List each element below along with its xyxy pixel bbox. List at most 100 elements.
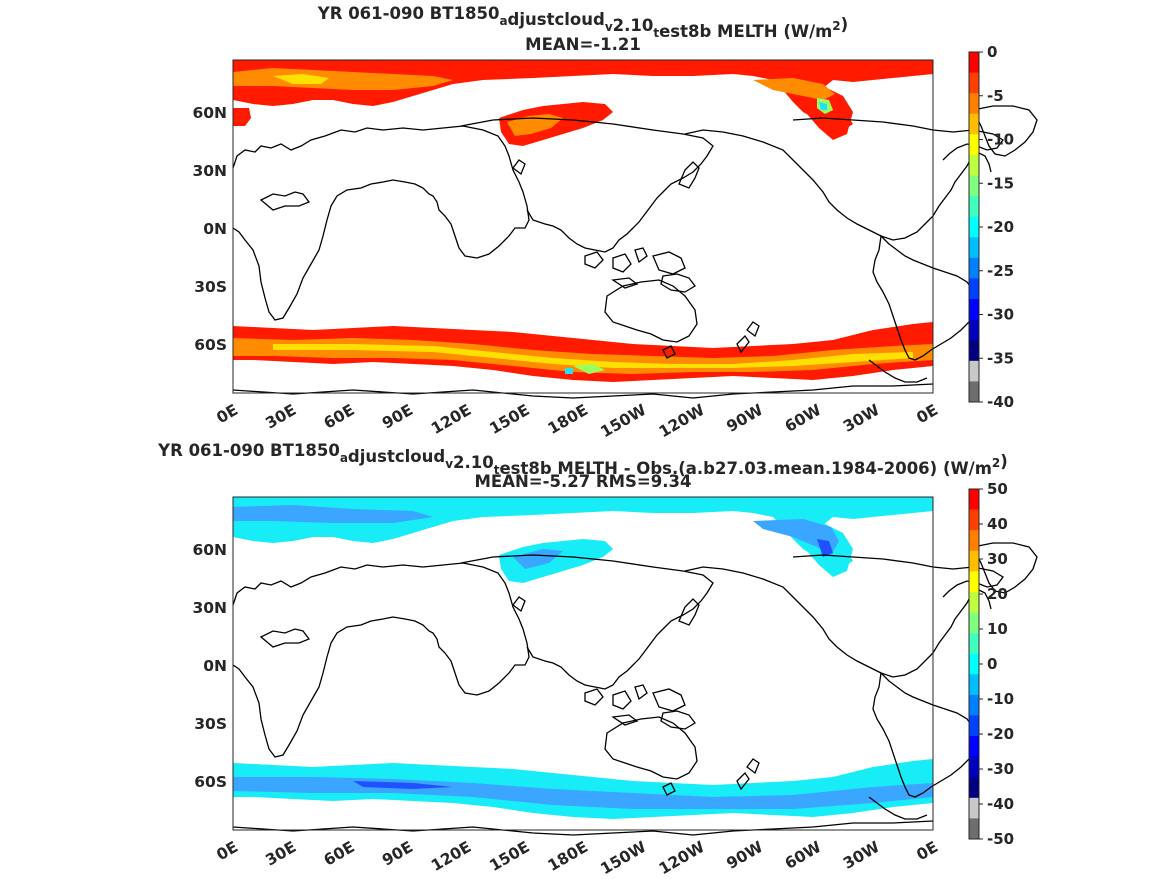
- title-part: t: [653, 26, 659, 40]
- panel1-colorbar: 0 -5 -10 -15 -20 -25 -30 -35 -40: [968, 43, 1014, 411]
- colorbar-label: -10: [987, 131, 1014, 149]
- colorbar-swatch: [969, 571, 979, 593]
- title-part: v: [445, 457, 453, 471]
- title-part: 2.10: [613, 16, 654, 35]
- lon-label: 0E: [913, 401, 941, 427]
- lon-label: 90W: [724, 401, 766, 436]
- lon-label: 150W: [598, 401, 650, 441]
- panel1-map: 60N 30N 0N 30S 60S 0E 30E 60E 90E 120E 150E 180E 15…: [192, 59, 1038, 441]
- lat-label: 30S: [194, 278, 227, 296]
- colorbar-swatch: [969, 340, 979, 362]
- colorbar-label: -40: [987, 795, 1014, 813]
- lon-label: 120E: [428, 838, 474, 875]
- colorbar-label: -25: [987, 262, 1014, 280]
- colorbar-label: -35: [987, 349, 1014, 367]
- title-part: ): [841, 15, 849, 34]
- lon-label: 150E: [486, 838, 532, 875]
- colorbar-swatch: [969, 797, 979, 819]
- colorbar-label: -15: [987, 174, 1014, 192]
- panel2-southern-dark: [353, 781, 453, 789]
- lon-label: 120W: [656, 838, 708, 875]
- lon-label: 0E: [213, 838, 241, 864]
- colorbar-swatch: [969, 756, 979, 778]
- title-part: a: [499, 14, 507, 28]
- panel1-orange-patch-1: [233, 68, 453, 90]
- lat-label: 60N: [192, 104, 227, 122]
- panel1-southern-yellow: [273, 344, 913, 368]
- colorbar-swatch: [969, 674, 979, 696]
- lon-label: 180E: [545, 838, 591, 875]
- lat-label: 30S: [194, 715, 227, 733]
- panel2-blue-patch-2: [513, 549, 563, 569]
- title-part: YR 061-090 BT1850: [317, 4, 500, 23]
- colorbar-swatch: [969, 489, 979, 511]
- colorbar-label: 20: [987, 585, 1008, 603]
- panel2-map: 60N 30N 0N 30S 60S 0E 30E 60E 90E 120E 150E 180E 15…: [192, 496, 1038, 878]
- lon-label: 90E: [379, 838, 416, 870]
- colorbar-swatch: [969, 154, 979, 177]
- title-part: 2: [832, 19, 840, 33]
- colorbar-swatch: [969, 93, 979, 115]
- lon-label: 60W: [782, 401, 824, 436]
- panel1-mean: MEAN=-1.21: [525, 35, 641, 54]
- lat-label: 60S: [194, 336, 227, 354]
- panel2-lon-labels: 0E 30E 60E 90E 120E 150E 180E 150W 120W 90W 60W 30W…: [213, 838, 941, 878]
- lon-label: 60W: [782, 838, 824, 873]
- lon-label: 90W: [724, 838, 766, 873]
- colorbar-label: -20: [987, 218, 1014, 236]
- colorbar-label: 0: [987, 655, 997, 673]
- colorbar-swatch: [969, 175, 979, 197]
- panel2-colorbar: 50 40 30 20 10 0 -10 -20 -30 -40 -50: [968, 480, 1014, 848]
- panel1-title: YR 061-090 BT1850adjustcloudv2.10test8b …: [317, 4, 848, 41]
- lon-label: 90E: [379, 401, 416, 433]
- colorbar-swatch: [969, 550, 979, 572]
- colorbar-swatch: [969, 612, 979, 634]
- title-part: YR 061-090 BT1850: [157, 441, 340, 460]
- title-part: a: [340, 451, 348, 465]
- lat-label: 60S: [194, 773, 227, 791]
- colorbar-swatch: [969, 715, 979, 737]
- colorbar-label: -10: [987, 690, 1014, 708]
- colorbar-swatch: [969, 113, 979, 135]
- colorbar-swatch: [969, 694, 979, 716]
- colorbar-label: -30: [987, 760, 1014, 778]
- panel1-norway-patch: [233, 108, 251, 126]
- colorbar-label: -30: [987, 306, 1014, 324]
- panel2-southern-field: [233, 759, 933, 819]
- panel1-arctic-field: [233, 60, 933, 146]
- panel2-arctic-field: [233, 497, 933, 583]
- panel1-yellow-patch: [273, 74, 329, 84]
- colorbar-swatch: [969, 509, 979, 531]
- colorbar-swatch: [969, 530, 979, 552]
- colorbar-swatch: [969, 818, 979, 840]
- panel1-lon-labels: 0E 30E 60E 90E 120E 150E 180E 150W 120W 90W 60W 30W…: [213, 401, 941, 441]
- title-part: 2.10: [453, 453, 494, 472]
- panel2-title: YR 061-090 BT1850adjustcloudv2.10test8b …: [157, 441, 1008, 478]
- panel2-blue-patch-1: [233, 505, 433, 523]
- title-part: 2: [992, 456, 1000, 470]
- title-part: ): [1000, 452, 1008, 471]
- lon-label: 60E: [321, 838, 358, 870]
- panel1-ross-cyan: [565, 368, 573, 374]
- lon-label: 30E: [262, 838, 299, 870]
- lon-label: 0E: [213, 401, 241, 427]
- colorbar-swatch: [969, 736, 979, 758]
- lat-label: 60N: [192, 541, 227, 559]
- lon-label: 120W: [656, 401, 708, 441]
- panel1-atlantic-arm: [793, 86, 853, 140]
- colorbar-label: 0: [987, 43, 997, 61]
- colorbar-swatch: [969, 216, 979, 238]
- lon-label: 180E: [545, 401, 591, 438]
- lat-label: 0N: [203, 220, 227, 238]
- lon-label: 30W: [840, 401, 882, 436]
- title-part: djustcloud: [508, 10, 605, 29]
- lon-label: 150E: [486, 401, 532, 438]
- panel1-orange-patch-3: [753, 78, 835, 100]
- panel1-southern-field: [233, 322, 933, 382]
- lon-label: 60E: [321, 401, 358, 433]
- colorbar-swatch: [969, 257, 979, 279]
- lat-label: 30N: [192, 162, 227, 180]
- lon-label: 0E: [913, 838, 941, 864]
- title-part: est8b MELTH (W/m: [659, 22, 832, 41]
- title-part: v: [605, 20, 613, 34]
